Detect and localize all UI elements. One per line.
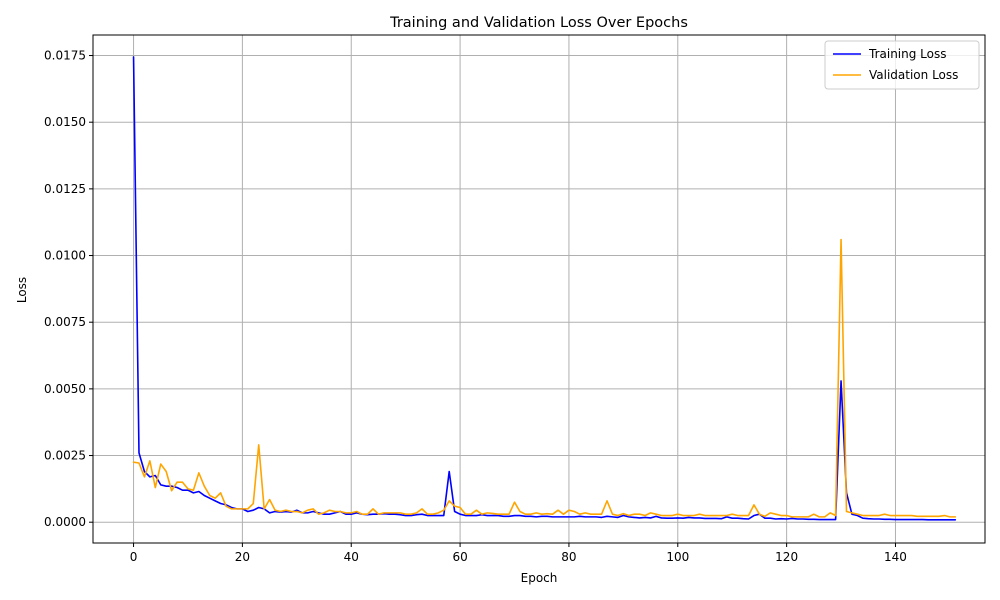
chart-title: Training and Validation Loss Over Epochs bbox=[389, 15, 688, 31]
x-tick-label: 100 bbox=[666, 550, 689, 564]
legend-label-validation-loss: Validation Loss bbox=[869, 68, 958, 82]
plot-frame bbox=[92, 34, 986, 544]
x-tick-label: 120 bbox=[775, 550, 798, 564]
legend: Training Loss Validation Loss bbox=[824, 40, 980, 90]
y-tick-label: 0.0150 bbox=[44, 115, 86, 129]
y-axis-title: Loss bbox=[15, 277, 29, 303]
y-tick-label: 0.0125 bbox=[44, 182, 86, 196]
grid-lines bbox=[93, 35, 985, 543]
axes: 0 20 40 60 80 100 120 140 0.0000 0.0025 0.0050 0.00… bbox=[44, 34, 986, 564]
x-tick-label: 60 bbox=[452, 550, 467, 564]
x-tick-label: 40 bbox=[344, 550, 359, 564]
x-axis-title: Epoch bbox=[521, 571, 558, 585]
series-line-training-loss bbox=[132, 56, 957, 521]
x-tick-label: 140 bbox=[884, 550, 907, 564]
legend-label-training-loss: Training Loss bbox=[868, 47, 946, 61]
x-tick-label: 80 bbox=[561, 550, 576, 564]
y-tick-label: 0.0075 bbox=[44, 315, 86, 329]
series-line-validation-loss bbox=[132, 238, 957, 518]
y-tick-label: 0.0025 bbox=[44, 449, 86, 463]
y-tick-label: 0.0000 bbox=[44, 515, 86, 529]
x-tick-label: 0 bbox=[130, 550, 138, 564]
series-lines bbox=[132, 56, 957, 521]
y-tick-label: 0.0175 bbox=[44, 49, 86, 63]
x-tick-label: 20 bbox=[235, 550, 250, 564]
y-tick-label: 0.0050 bbox=[44, 382, 86, 396]
legend-box bbox=[824, 40, 980, 90]
y-tick-label: 0.0100 bbox=[44, 249, 86, 263]
